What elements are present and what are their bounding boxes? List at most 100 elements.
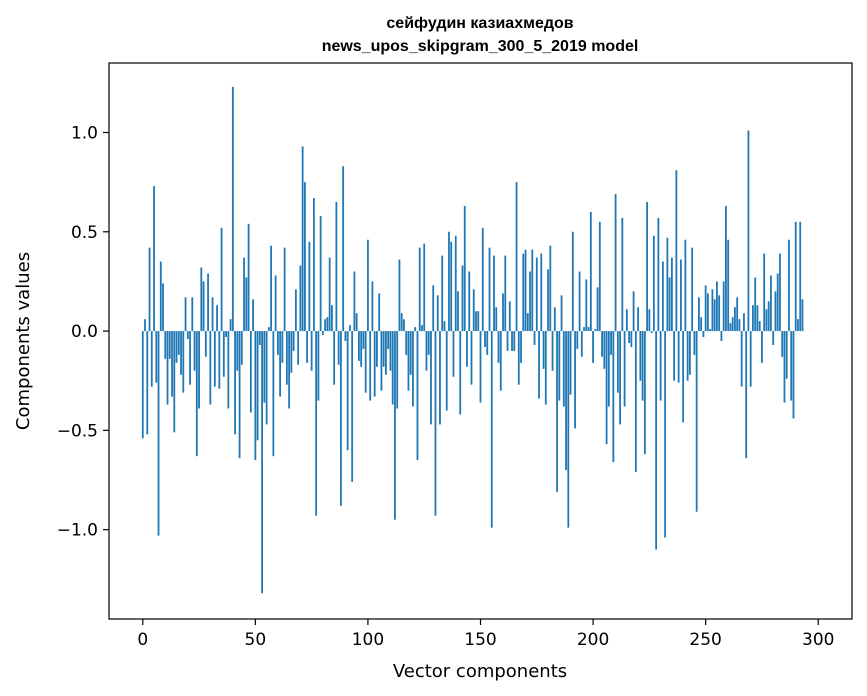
- bar-56: [267, 327, 270, 332]
- bar-215: [625, 309, 628, 332]
- bar-18: [182, 331, 185, 393]
- bar-278: [767, 301, 770, 332]
- bar-25: [198, 331, 200, 409]
- bar-229: [657, 217, 660, 332]
- bar-238: [677, 331, 680, 383]
- bar-233: [666, 237, 669, 332]
- bar-248: [700, 317, 703, 332]
- bar-66: [290, 331, 293, 373]
- bar-168: [520, 331, 522, 363]
- bar-97: [360, 331, 363, 367]
- bar-140: [457, 291, 459, 332]
- bar-74: [308, 241, 311, 332]
- bar-96: [358, 331, 360, 361]
- bar-263: [734, 307, 736, 332]
- bar-0: [141, 331, 144, 439]
- bar-290: [794, 221, 797, 332]
- bar-21: [189, 331, 191, 385]
- bar-172: [529, 271, 531, 332]
- bar-180: [547, 269, 549, 332]
- bar-103: [373, 331, 376, 397]
- bar-197: [585, 279, 588, 332]
- bar-45: [243, 257, 245, 332]
- bar-130: [434, 331, 437, 516]
- bar-187: [562, 331, 565, 407]
- bar-28: [204, 331, 207, 357]
- bar-167: [517, 331, 520, 385]
- bar-258: [722, 281, 725, 332]
- bar-190: [569, 331, 572, 395]
- bar-99: [364, 331, 367, 393]
- bar-155: [490, 331, 493, 528]
- bar-87: [337, 331, 340, 365]
- bar-106: [380, 331, 383, 391]
- x-tick-label-250: 250: [689, 630, 721, 650]
- bar-70: [299, 265, 302, 332]
- x-tick-label-150: 150: [464, 630, 496, 650]
- bar-230: [659, 331, 662, 401]
- bar-228: [655, 331, 658, 550]
- bar-191: [571, 231, 574, 332]
- bar-57: [270, 245, 273, 332]
- bar-88: [340, 331, 342, 506]
- bar-34: [218, 331, 221, 389]
- bar-286: [785, 331, 788, 379]
- bar-134: [443, 321, 446, 332]
- bar-50: [254, 331, 257, 461]
- bar-165: [513, 331, 516, 351]
- bar-22: [191, 297, 194, 332]
- bar-157: [495, 307, 498, 332]
- x-tick-label-200: 200: [577, 630, 609, 650]
- bar-264: [736, 297, 739, 332]
- bar-2: [146, 331, 149, 435]
- bar-69: [297, 331, 300, 365]
- bar-102: [371, 281, 374, 332]
- bar-142: [461, 265, 464, 332]
- bar-32: [213, 331, 216, 387]
- bar-196: [583, 327, 585, 332]
- x-tick-label-300: 300: [802, 630, 834, 650]
- bar-15: [175, 331, 178, 363]
- bar-36: [222, 331, 225, 377]
- bar-133: [441, 255, 444, 332]
- bar-160: [502, 293, 504, 332]
- bar-194: [578, 271, 581, 332]
- bar-234: [668, 277, 671, 332]
- bar-138: [452, 331, 455, 377]
- bar-16: [177, 331, 180, 355]
- x-tick-label-0: 0: [137, 630, 148, 650]
- bar-256: [718, 295, 721, 332]
- bar-5: [153, 186, 155, 332]
- bar-78: [317, 331, 320, 401]
- plot-frame: [108, 62, 853, 620]
- bar-136: [448, 231, 450, 332]
- bar-47: [247, 223, 250, 332]
- bar-158: [497, 331, 500, 363]
- bar-280: [772, 331, 775, 345]
- bar-204: [601, 331, 603, 357]
- bar-49: [252, 299, 254, 332]
- bar-249: [702, 331, 705, 338]
- bar-26: [200, 267, 203, 332]
- bar-139: [454, 235, 457, 332]
- bar-113: [396, 331, 399, 409]
- bar-111: [391, 331, 394, 405]
- bar-101: [369, 331, 372, 401]
- bar-154: [488, 247, 491, 332]
- bar-115: [400, 313, 403, 332]
- bar-218: [632, 291, 635, 332]
- bar-207: [607, 331, 610, 407]
- bar-118: [407, 331, 410, 391]
- bar-201: [594, 329, 597, 332]
- chart-title-line1: сейфудин казиахмедов: [386, 15, 573, 32]
- bar-112: [394, 331, 396, 520]
- bar-91: [346, 331, 349, 451]
- bar-211: [616, 331, 619, 393]
- bar-251: [707, 293, 709, 332]
- bar-65: [288, 331, 291, 409]
- bar-109: [387, 331, 390, 349]
- bar-110: [389, 331, 392, 371]
- bar-277: [765, 309, 768, 332]
- bar-37: [225, 331, 227, 338]
- bar-51: [256, 331, 259, 441]
